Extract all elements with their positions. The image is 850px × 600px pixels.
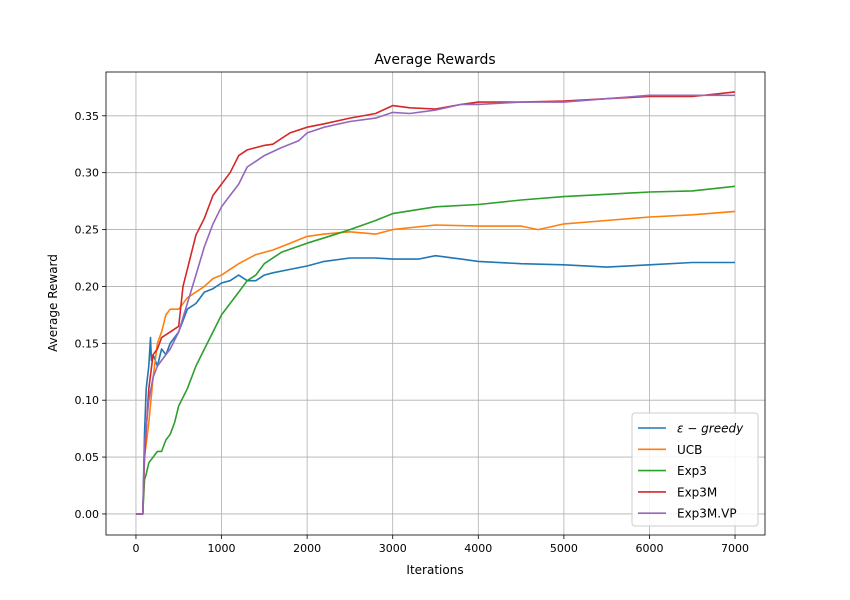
legend-label: Exp3M (677, 485, 717, 499)
x-axis-label: Iterations (406, 563, 463, 577)
series-line-1 (136, 210, 736, 515)
y-tick-label: 0.10 (75, 394, 100, 407)
x-tick-label: 5000 (550, 542, 578, 555)
x-tick-label: 0 (132, 542, 139, 555)
legend-label: Exp3 (677, 464, 707, 478)
x-tick-label: 2000 (293, 542, 321, 555)
series-line-4 (136, 94, 735, 515)
x-tick-label: 6000 (635, 542, 663, 555)
y-tick-label: 0.00 (75, 508, 100, 521)
x-tick-label: 1000 (208, 542, 236, 555)
chart-title: Average Rewards (374, 52, 495, 68)
y-tick-label: 0.15 (75, 337, 100, 350)
y-tick-label: 0.20 (75, 280, 100, 293)
legend-box (631, 412, 759, 527)
grid (106, 72, 765, 535)
x-tick-label: 3000 (379, 542, 407, 555)
y-axis: 0.00 0.05 0.10 0.15 0.20 0.25 0.30 0.35 (75, 110, 106, 521)
x-tick-label: 4000 (464, 542, 492, 555)
y-tick-label: 0.30 (75, 167, 100, 180)
legend-label: ε − greedy (677, 422, 744, 436)
plot-lines (136, 91, 736, 515)
legend-label: Exp3M.VP (677, 507, 737, 521)
y-tick-label: 0.05 (75, 451, 100, 464)
y-tick-label: 0.35 (75, 110, 100, 123)
series-line-3 (136, 91, 736, 515)
legend-label: UCB (677, 443, 702, 457)
legend: ε − greedy UCB Exp3 Exp3M Exp3M.VP (631, 412, 759, 527)
y-axis-label: Average Reward (46, 254, 60, 352)
y-tick-label: 0.25 (75, 224, 100, 237)
series-line-2 (136, 185, 736, 515)
x-tick-label: 7000 (721, 542, 749, 555)
plot-frame (105, 71, 766, 536)
x-axis: 0 1000 2000 3000 4000 5000 6000 7000 (132, 535, 749, 555)
